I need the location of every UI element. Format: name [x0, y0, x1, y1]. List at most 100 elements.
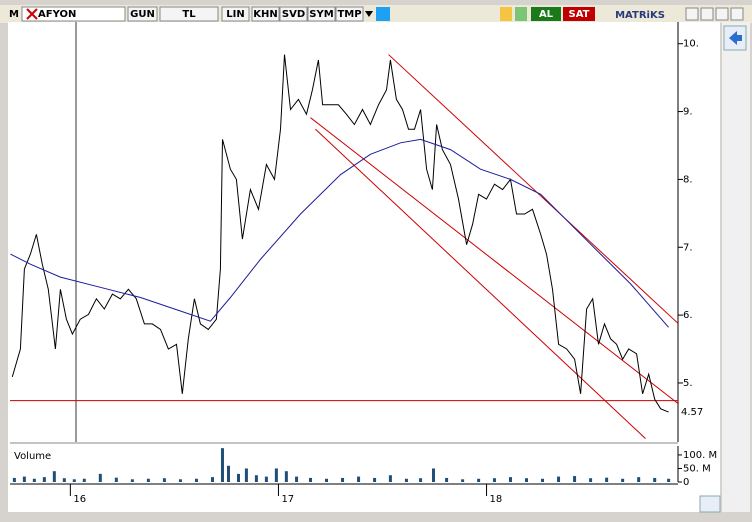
volume-bar: [295, 476, 299, 482]
sync-button[interactable]: [699, 495, 721, 513]
volume-bar: [525, 478, 529, 482]
trend-line: [388, 54, 679, 325]
x-tick-label: 17: [281, 494, 294, 505]
x-tick-label: 18: [490, 494, 503, 505]
toolbar-button[interactable]: [307, 6, 336, 22]
toolbar-button-label: LIN: [226, 9, 244, 20]
volume-bar: [404, 478, 408, 482]
last-price-label: 4.57: [681, 407, 703, 418]
volume-bar: [637, 477, 641, 482]
y-tick-label: 6.: [683, 310, 693, 321]
volume-bar: [284, 471, 288, 482]
volume-bar: [341, 477, 345, 482]
volume-title: Volume: [14, 451, 51, 462]
trend-line: [315, 128, 646, 439]
volume-bar: [605, 477, 609, 482]
toolbar-button-label: TMP: [337, 9, 361, 20]
volume-bar: [573, 476, 577, 482]
volume-bar: [325, 478, 329, 482]
toolbar-button[interactable]: [221, 6, 250, 22]
min-button[interactable]: [685, 7, 699, 21]
symbol-box[interactable]: [21, 6, 126, 22]
toolbar-button[interactable]: [159, 6, 219, 22]
volume-bar: [477, 478, 481, 482]
max-button[interactable]: [715, 7, 729, 21]
volume-bar: [419, 478, 423, 482]
chart-panel: [8, 22, 720, 512]
volume-bar: [52, 471, 56, 482]
toolbar-button[interactable]: [251, 6, 280, 22]
volume-bar: [227, 465, 231, 482]
volume-bar: [667, 478, 671, 482]
volume-bar: [492, 478, 496, 482]
volume-bar: [431, 468, 435, 482]
y-tick-label: 9.: [683, 107, 693, 118]
volume-bar: [114, 477, 118, 482]
volume-bar: [653, 477, 657, 482]
y-tick-label: 8.: [683, 174, 693, 185]
volume-bar: [445, 477, 449, 482]
toolbar-button[interactable]: [279, 6, 308, 22]
sell-button[interactable]: [563, 7, 595, 21]
volume-bar: [357, 476, 361, 482]
toolbar-button[interactable]: [127, 6, 158, 22]
volume-bar: [62, 478, 66, 482]
twitter-icon[interactable]: [376, 7, 390, 21]
toolbar-button-label: TL: [182, 9, 196, 20]
volume-bar: [508, 477, 512, 482]
sidebar: [722, 22, 750, 512]
volume-bar: [210, 477, 214, 482]
volume-bar: [589, 478, 593, 482]
last-price-box: [679, 406, 707, 419]
volume-bar: [388, 475, 392, 482]
volume-bar: [178, 479, 182, 482]
y-tick-label: 10.: [683, 39, 699, 50]
volume-bar: [274, 468, 278, 482]
restore-button[interactable]: [700, 7, 714, 21]
price-line: [11, 54, 669, 413]
y-tick-label: 0: [683, 477, 689, 488]
volume-bar: [72, 479, 76, 482]
close-icon[interactable]: [26, 8, 38, 20]
toolbar-button-label: SYM: [309, 9, 333, 20]
toolbar-button-label: GUN: [130, 9, 155, 20]
volume-bar: [42, 477, 46, 482]
volume-bar: [236, 473, 240, 482]
refresh-icon[interactable]: [515, 7, 527, 21]
brand: MATRiKS: [615, 10, 665, 21]
volume-bar: [146, 478, 150, 482]
toolbar-button-label: KHN: [253, 9, 278, 20]
volume-bar: [32, 478, 36, 482]
logo: M: [9, 9, 19, 20]
volume-bar: [22, 476, 26, 482]
toolbar-button-label: SVD: [282, 9, 305, 20]
volume-bar: [373, 477, 377, 482]
buy-button[interactable]: [531, 7, 561, 21]
volume-bar: [264, 476, 268, 482]
y-tick-label: 50. M: [683, 463, 711, 474]
volume-bar: [12, 477, 16, 482]
flash-icon[interactable]: [500, 7, 512, 21]
x-tick-label: 16: [73, 494, 86, 505]
volume-bar: [82, 478, 86, 482]
volume-bar: [461, 479, 465, 482]
symbol: AFYON: [38, 9, 76, 20]
volume-bar: [130, 479, 134, 482]
trend-line: [310, 117, 679, 405]
volume-bar: [244, 468, 248, 482]
volume-bar: [98, 473, 102, 482]
sell-label: SAT: [569, 9, 590, 20]
close-button[interactable]: [730, 7, 744, 21]
y-tick-label: 100. M: [683, 450, 717, 461]
moving-average: [10, 138, 669, 328]
volume-bar: [220, 448, 224, 482]
back-arrow: [729, 31, 742, 45]
dropdown-arrow[interactable]: [365, 11, 373, 17]
volume-bar: [541, 478, 545, 482]
toolbar-button[interactable]: [335, 6, 364, 22]
y-tick-label: 5.: [683, 378, 693, 389]
y-tick-label: 7.: [683, 242, 693, 253]
volume-bar: [194, 478, 198, 482]
volume-bar: [162, 478, 166, 482]
